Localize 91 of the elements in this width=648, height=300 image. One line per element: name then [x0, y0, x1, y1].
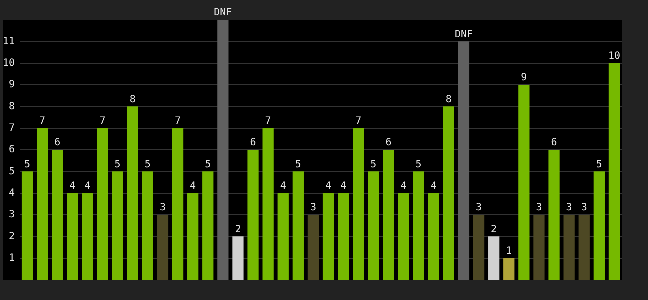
- bar: [172, 128, 184, 280]
- data-label: 5: [295, 159, 302, 170]
- data-label: 4: [190, 180, 196, 192]
- bar: [202, 172, 214, 280]
- data-label: 4: [326, 180, 332, 192]
- data-label: 6: [551, 138, 558, 149]
- bar: [37, 128, 48, 280]
- bar: [594, 172, 605, 280]
- data-label: 5: [205, 159, 212, 170]
- data-label: 7: [265, 116, 272, 127]
- bar: [428, 193, 440, 280]
- bar: [262, 128, 274, 280]
- bar: [488, 236, 500, 280]
- bar: [67, 193, 78, 280]
- bar: [353, 128, 364, 280]
- bar: [443, 106, 454, 280]
- bar: [308, 215, 320, 280]
- data-label: 6: [250, 138, 256, 149]
- data-label: 7: [100, 116, 106, 127]
- bar: [82, 193, 94, 280]
- y-tick-label: 5: [8, 166, 15, 178]
- data-label: 4: [280, 180, 286, 192]
- bar: [278, 193, 289, 280]
- data-label: 3: [536, 202, 542, 214]
- bar: [548, 150, 560, 280]
- bar: [157, 215, 169, 280]
- y-tick-label: 11: [2, 36, 15, 48]
- data-label: 3: [160, 202, 166, 214]
- bar: [413, 172, 424, 280]
- y-tick-label: 6: [8, 144, 15, 156]
- y-tick-label: 3: [8, 210, 15, 221]
- data-label: 6: [386, 138, 392, 149]
- bar: [518, 85, 530, 280]
- data-label: 7: [40, 116, 46, 127]
- bar: [398, 193, 410, 280]
- bar: [578, 215, 590, 280]
- data-label: 2: [491, 224, 498, 236]
- bar: [564, 215, 575, 280]
- data-label: DNF: [454, 29, 474, 40]
- data-label: 4: [84, 180, 91, 192]
- data-label: 8: [446, 94, 452, 106]
- data-label: DNF: [214, 8, 232, 19]
- bar: [112, 172, 124, 280]
- bar: [458, 42, 470, 280]
- bar: [608, 63, 620, 280]
- data-label: 4: [400, 180, 407, 192]
- y-tick-label: 7: [8, 122, 15, 134]
- data-label: 5: [596, 159, 602, 170]
- bar: [188, 193, 199, 280]
- bar: [52, 150, 64, 280]
- data-label: 6: [54, 138, 61, 149]
- data-label: 4: [340, 180, 347, 192]
- data-label: 4: [70, 180, 76, 192]
- data-label: 3: [476, 202, 482, 214]
- data-label: 4: [430, 180, 437, 192]
- bar: [142, 172, 154, 280]
- bar: [473, 215, 485, 280]
- data-label: 5: [144, 159, 151, 170]
- y-tick-label: 1: [8, 252, 15, 264]
- bar: [292, 172, 304, 280]
- data-label: 3: [566, 202, 572, 214]
- data-label: 3: [310, 202, 316, 214]
- data-label: 5: [114, 159, 121, 170]
- data-label: 7: [356, 116, 362, 127]
- data-label: 7: [175, 116, 182, 127]
- bar: [22, 172, 34, 280]
- data-label: 9: [521, 72, 528, 84]
- data-label: 5: [24, 159, 31, 170]
- bar: [97, 128, 108, 280]
- bar: [248, 150, 259, 280]
- bar: [127, 106, 138, 280]
- y-tick-label: 8: [8, 101, 15, 112]
- y-tick-label: 2: [8, 231, 15, 242]
- y-tick-label: 10: [2, 58, 15, 69]
- data-label: 10: [608, 50, 620, 62]
- data-label: 5: [370, 159, 377, 170]
- data-label: 2: [235, 224, 242, 236]
- bar: [383, 150, 394, 280]
- bar: [218, 20, 229, 280]
- bar: [322, 193, 334, 280]
- data-label: 3: [581, 202, 588, 214]
- data-label: 5: [416, 159, 422, 170]
- bar: [338, 193, 350, 280]
- data-label: 8: [130, 94, 136, 106]
- y-tick-label: 4: [8, 188, 15, 199]
- bar: [232, 236, 244, 280]
- bar: [368, 172, 380, 280]
- y-tick-label: 9: [8, 80, 15, 91]
- bar: [534, 215, 545, 280]
- bar: [504, 258, 515, 280]
- data-label: 1: [506, 246, 512, 257]
